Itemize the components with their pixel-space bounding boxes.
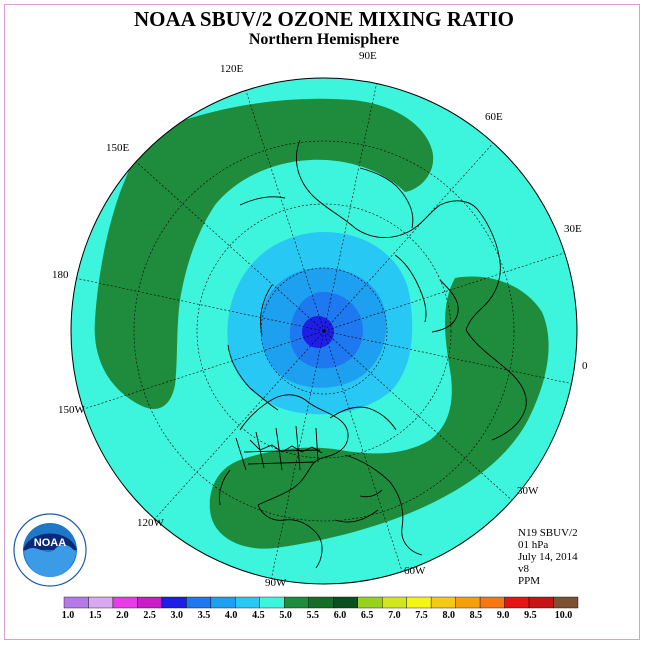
colorbar-swatch <box>479 596 505 609</box>
colorbar-swatch <box>528 596 554 609</box>
colorbar-tick-label: 9.0 <box>497 610 510 621</box>
figure-frame <box>4 4 640 640</box>
lon-label-120e: 120E <box>220 63 244 75</box>
colorbar-tick-label: 2.5 <box>143 610 156 621</box>
colorbar-tick-label: 9.5 <box>524 610 537 621</box>
green-region-north <box>94 98 434 409</box>
colorbar-swatch <box>161 596 187 609</box>
map-boundary <box>70 77 578 585</box>
colorbar-swatch <box>381 596 407 609</box>
colorbar-swatch <box>406 596 432 609</box>
satellite-label: N19 SBUV/2 <box>518 527 578 539</box>
colorbar-swatch <box>186 596 212 609</box>
colorbar-tick-label: 5.5 <box>307 610 320 621</box>
colorbar-swatch <box>210 596 236 609</box>
version-label: v8 <box>518 563 529 575</box>
colorbar-tick-label: 1.0 <box>62 610 75 621</box>
lon-label-150w: 150W <box>58 404 85 416</box>
noaa-logo-text: NOAA <box>34 537 66 549</box>
colorbar-tick-label: 3.0 <box>171 610 184 621</box>
colorbar-swatch <box>455 596 481 609</box>
green-region-south <box>209 276 549 549</box>
colorbar-tick-label: 3.5 <box>198 610 211 621</box>
colorbar-swatch <box>235 596 261 609</box>
colorbar-swatch <box>137 596 163 609</box>
colorbar-swatch <box>88 596 114 609</box>
lon-label-30w: 30W <box>517 485 539 497</box>
pressure-level-label: 01 hPa <box>518 539 549 551</box>
colorbar-tick-label: 8.0 <box>442 610 455 621</box>
colorbar-tick-label: 6.5 <box>361 610 374 621</box>
colorbar-swatch <box>553 596 579 609</box>
lon-label-60w: 60W <box>404 565 426 577</box>
lon-label-0: 0 <box>582 360 588 372</box>
ozone-field-2.5 <box>302 316 334 348</box>
map-subtitle: Northern Hemisphere <box>248 31 400 48</box>
graticule <box>76 83 572 579</box>
colorbar-tick-label: 7.5 <box>415 610 428 621</box>
ozone-band-5.0 <box>94 98 549 549</box>
lon-label-180: 180 <box>52 269 69 281</box>
colorbar-swatch <box>63 596 89 609</box>
colorbar-swatch <box>259 596 285 609</box>
colorbar-tick-label: 7.0 <box>388 610 401 621</box>
colorbar-tick-label: 4.0 <box>225 610 238 621</box>
lon-label-90e: 90E <box>359 50 377 62</box>
lon-label-60e: 60E <box>485 111 503 123</box>
colorbar-swatch <box>504 596 530 609</box>
date-label: July 14, 2014 <box>518 551 578 563</box>
colorbar-tick-label: 2.0 <box>116 610 129 621</box>
colorbar: 1.0 1.5 2.0 2.5 3.0 3.5 4.0 4.5 5.0 5.5 6.0 6.5 7.0 7… <box>62 596 579 621</box>
colorbar-tick-label: 4.5 <box>252 610 265 621</box>
colorbar-swatch <box>308 596 334 609</box>
colorbar-tick-label: 10.0 <box>555 610 573 621</box>
lon-label-90w: 90W <box>265 577 287 589</box>
colorbar-tick-label: 1.5 <box>89 610 102 621</box>
colorbar-tick-label: 5.0 <box>279 610 292 621</box>
lon-label-30e: 30E <box>564 223 582 235</box>
colorbar-tick-label: 6.0 <box>334 610 347 621</box>
lon-label-120w: 120W <box>137 517 164 529</box>
lon-label-150e: 150E <box>106 142 130 154</box>
noaa-logo: NOAA <box>13 513 87 587</box>
colorbar-swatch <box>112 596 138 609</box>
colorbar-swatch <box>333 596 358 609</box>
map-info-block: N19 SBUV/2 01 hPa July 14, 2014 v8 PPM <box>518 527 578 587</box>
map-title: NOAA SBUV/2 OZONE MIXING RATIO <box>134 7 514 31</box>
colorbar-swatch <box>284 596 309 609</box>
colorbar-swatch <box>357 596 383 609</box>
units-label: PPM <box>518 575 541 587</box>
coastlines <box>219 139 527 569</box>
colorbar-swatch <box>430 596 456 609</box>
colorbar-tick-label: 8.5 <box>470 610 483 621</box>
